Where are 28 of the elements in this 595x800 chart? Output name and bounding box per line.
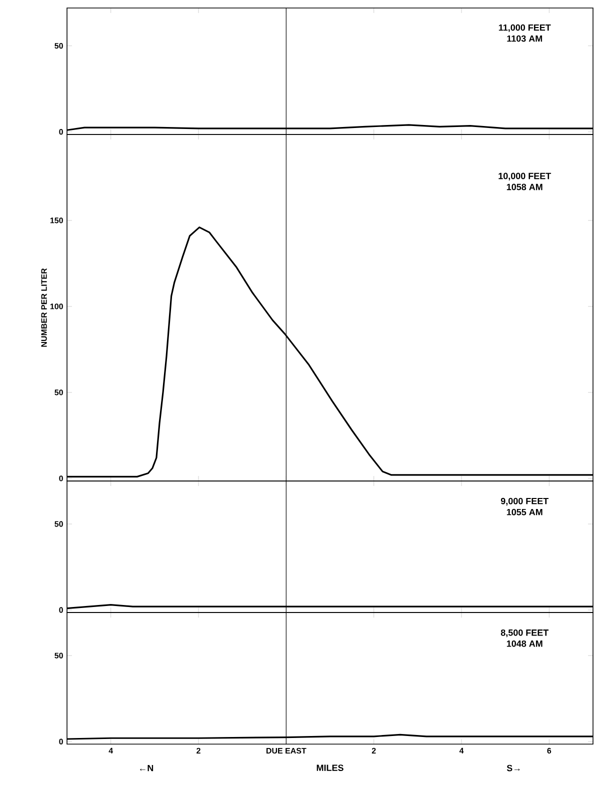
y-tick-label: 50 (54, 390, 63, 396)
text: 11,000 FEET (498, 24, 551, 32)
x-tick-label: 4 (459, 748, 464, 754)
text: 1103 AM (507, 35, 542, 42)
x-tick-label: 2 (196, 748, 200, 754)
y-tick-label: 0 (59, 129, 63, 135)
x-tick-label: 4 (108, 748, 114, 754)
y-tick-label: 100 (50, 304, 63, 310)
text: 8,500 FEET (500, 629, 549, 638)
text: 10,000 FEET (498, 172, 552, 180)
text: 1048 AM (506, 640, 542, 647)
y-tick-label: 0 (59, 607, 63, 613)
x-axis-title: MILES (316, 764, 344, 771)
y-tick-label: 150 (50, 218, 63, 224)
y-tick-label: 50 (54, 521, 63, 527)
y-axis-title: NUMBER PER LITER (41, 268, 47, 347)
x-tick-label: 6 (547, 748, 552, 754)
text: ←N (140, 764, 154, 772)
x-tick-label: 2 (372, 748, 376, 754)
text: 9,000 FEET (500, 498, 549, 506)
y-tick-label: 0 (59, 476, 63, 482)
text: S→ (506, 764, 520, 772)
text: 1058 AM (506, 184, 542, 190)
text: 1055 AM (506, 508, 542, 516)
y-tick-label: 50 (54, 652, 63, 658)
x-tick-label: DUE EAST (266, 748, 306, 754)
y-tick-label: 0 (59, 738, 63, 744)
y-tick-label: 50 (54, 43, 63, 49)
